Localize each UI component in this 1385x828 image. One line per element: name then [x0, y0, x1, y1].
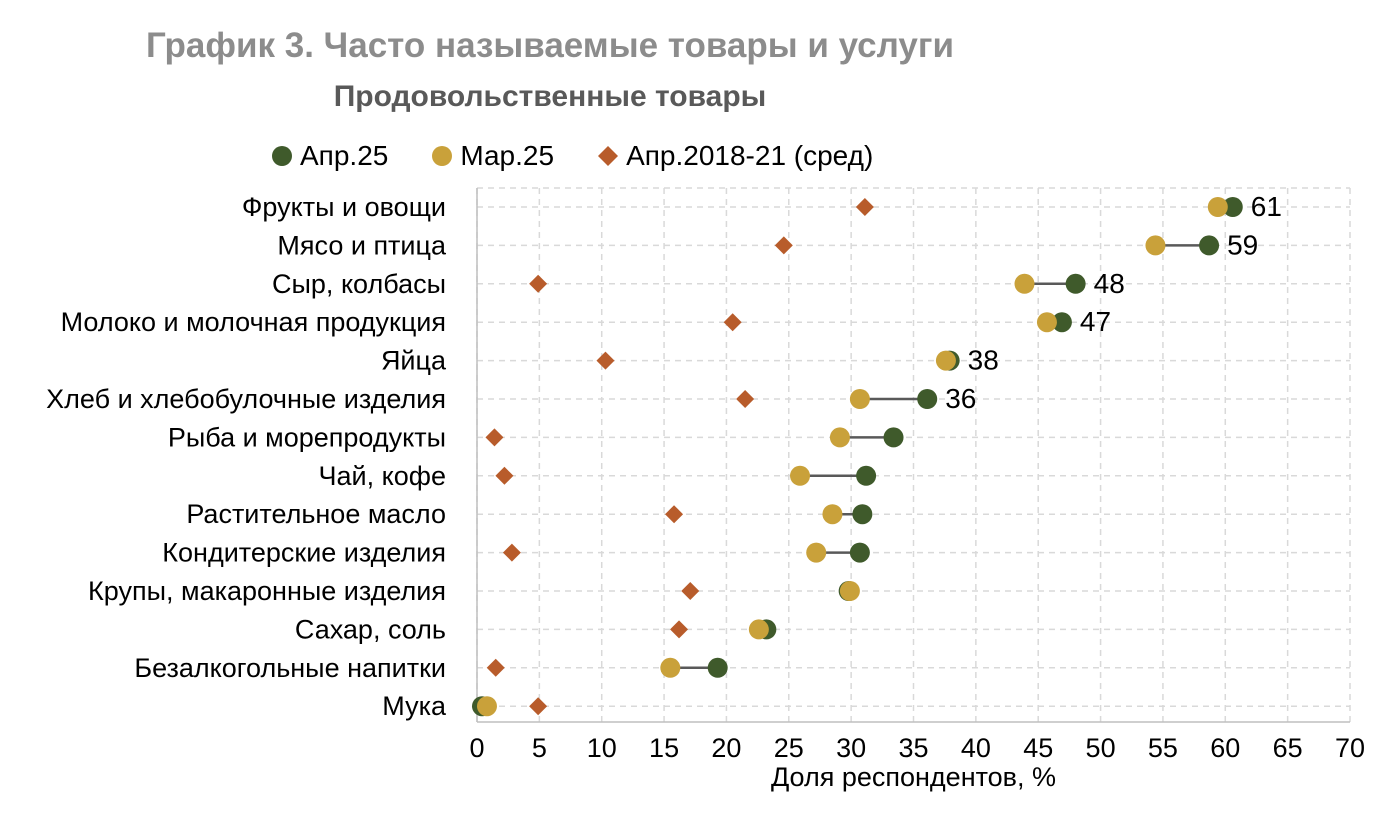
point-mar25 [476, 696, 497, 717]
data-label: 36 [945, 383, 976, 414]
category-label: Крупы, макаронные изделия [88, 576, 446, 606]
category-label: Яйца [381, 346, 447, 376]
x-tick-label: 35 [898, 733, 928, 763]
legend: Апр.25 Мар.25 Апр.2018-21 (сред) [270, 138, 915, 174]
point-mar25 [806, 542, 827, 563]
point-mar25 [849, 389, 870, 409]
point-apr2018-21 [529, 697, 548, 716]
legend-marker-diamond [598, 146, 619, 166]
point-apr2018-21 [495, 466, 514, 485]
data-label: 61 [1251, 191, 1282, 222]
point-apr2018-21 [736, 390, 755, 408]
data-label: 48 [1094, 268, 1125, 299]
point-mar25 [822, 504, 843, 525]
chart-subtitle: Продовольственные товары [333, 80, 767, 113]
category-label: Молоко и молочная продукция [61, 307, 446, 337]
legend-label: Мар.25 [460, 140, 555, 171]
point-apr2018-21 [665, 505, 684, 524]
point-mar25 [839, 581, 860, 601]
point-apr25 [849, 542, 870, 563]
point-apr2018-21 [681, 582, 700, 600]
point-apr2018-21 [502, 543, 521, 562]
legend-item-apr2018-21: Апр.2018-21 (сред) [596, 140, 873, 172]
point-mar25 [660, 657, 681, 678]
category-label: Хлеб и хлебобулочные изделия [46, 384, 446, 414]
category-label: Чай, кофе [319, 461, 446, 491]
category-label: Фрукты и овощи [242, 192, 446, 222]
x-tick-label: 5 [532, 733, 547, 763]
x-tick-label: 60 [1210, 733, 1240, 763]
point-apr25 [917, 389, 938, 409]
legend-item-apr25: Апр.25 [270, 140, 388, 172]
legend-marker-circle [272, 146, 292, 166]
category-label: Сахар, соль [295, 614, 446, 644]
category-label: Рыба и морепродукты [168, 422, 446, 452]
point-apr25 [1051, 312, 1072, 333]
point-mar25 [829, 427, 850, 448]
x-tick-label: 25 [774, 733, 804, 763]
point-mar25 [935, 350, 956, 371]
point-apr2018-21 [596, 351, 615, 370]
point-mar25 [1207, 197, 1228, 217]
x-tick-label: 70 [1335, 733, 1365, 763]
legend-item-mar25: Мар.25 [430, 140, 554, 172]
category-label: Растительное масло [186, 499, 446, 529]
x-tick-label: 65 [1273, 733, 1303, 763]
category-label: Кондитерские изделия [162, 538, 446, 568]
point-apr25 [1222, 197, 1243, 217]
x-axis-title: Доля респондентов, % [771, 762, 1056, 792]
category-label: Сыр, колбасы [272, 269, 446, 299]
x-tick-label: 0 [469, 733, 484, 763]
category-label: Безалкогольные напитки [134, 653, 446, 683]
point-apr2018-21 [486, 658, 505, 677]
category-label: Мясо и птица [277, 230, 447, 260]
x-tick-label: 45 [1023, 733, 1053, 763]
x-tick-label: 15 [649, 733, 679, 763]
x-tick-label: 30 [836, 733, 866, 763]
x-tick-label: 55 [1148, 733, 1178, 763]
point-apr2018-21 [529, 274, 548, 293]
point-apr2018-21 [855, 198, 874, 216]
point-apr25 [883, 427, 904, 448]
x-tick-label: 50 [1086, 733, 1116, 763]
legend-label: Апр.25 [300, 140, 389, 171]
point-mar25 [1036, 312, 1057, 333]
data-label: 38 [968, 345, 999, 376]
x-tick-label: 40 [961, 733, 991, 763]
point-mar25 [748, 619, 769, 640]
point-mar25 [1145, 235, 1166, 256]
point-apr25 [707, 657, 728, 678]
point-apr2018-21 [723, 313, 742, 332]
point-apr25 [1065, 273, 1086, 294]
point-apr2018-21 [485, 428, 504, 447]
point-apr2018-21 [670, 620, 689, 639]
category-label: Мука [382, 691, 447, 721]
point-apr25 [1199, 235, 1220, 256]
legend-marker-circle [432, 146, 453, 166]
point-apr25 [856, 465, 877, 486]
point-apr2018-21 [774, 236, 793, 255]
x-tick-label: 10 [587, 733, 617, 763]
legend-label: Апр.2018-21 (сред) [626, 140, 874, 171]
data-label: 47 [1080, 306, 1111, 337]
point-apr25 [852, 504, 873, 525]
data-label: 59 [1227, 229, 1258, 260]
chart-title: График 3. Часто называемые товары и услу… [146, 26, 954, 65]
point-mar25 [790, 465, 811, 486]
point-mar25 [1014, 273, 1035, 294]
x-tick-label: 20 [711, 733, 741, 763]
